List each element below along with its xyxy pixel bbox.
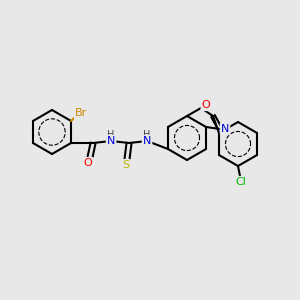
Text: Cl: Cl (236, 177, 246, 187)
Text: S: S (122, 160, 130, 170)
Text: H: H (143, 130, 151, 140)
Text: N: N (143, 136, 151, 146)
Text: H: H (107, 130, 115, 140)
Text: O: O (202, 100, 210, 110)
Text: Br: Br (75, 108, 87, 118)
Text: O: O (84, 158, 92, 168)
Text: N: N (107, 136, 115, 146)
Text: N: N (221, 124, 229, 134)
